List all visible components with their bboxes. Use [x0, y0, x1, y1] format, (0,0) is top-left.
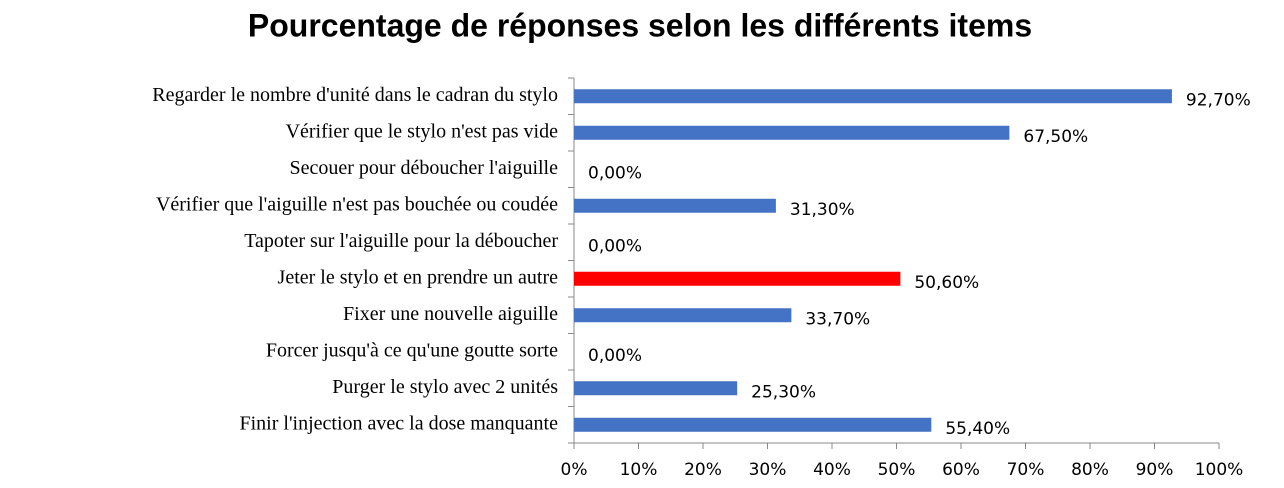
y-tick-label: Fixer une nouvelle aiguille	[343, 303, 558, 325]
x-tick-label: 90%	[1136, 460, 1174, 480]
value-label: 50,60%	[914, 273, 979, 293]
bar	[574, 125, 1010, 140]
value-label: 0,00%	[588, 163, 642, 183]
x-tick-label: 40%	[813, 460, 851, 480]
value-label: 0,00%	[588, 236, 642, 256]
x-tick-label: 0%	[561, 460, 588, 480]
x-tick-label: 100%	[1195, 460, 1244, 480]
x-tick-label: 10%	[620, 460, 658, 480]
x-tick-label: 20%	[684, 460, 722, 480]
y-tick-label: Purger le stylo avec 2 unités	[332, 376, 558, 398]
value-label: 92,70%	[1186, 90, 1251, 110]
chart-title: Pourcentage de réponses selon les différ…	[248, 7, 1032, 43]
y-tick-label: Finir l'injection avec la dose manquante	[239, 412, 558, 434]
x-tick-label: 70%	[1007, 460, 1045, 480]
bar	[574, 381, 738, 396]
value-label: 33,70%	[805, 309, 870, 329]
y-tick-label: Secouer pour déboucher l'aiguille	[289, 157, 558, 179]
y-tick-label: Jeter le stylo et en prendre un autre	[278, 266, 559, 288]
value-label: 55,40%	[945, 419, 1010, 439]
bar	[574, 417, 932, 432]
x-tick-label: 30%	[749, 460, 787, 480]
bar	[574, 308, 792, 323]
y-tick-label: Tapoter sur l'aiguille pour la déboucher	[244, 230, 558, 252]
x-tick-label: 60%	[942, 460, 980, 480]
value-label: 25,30%	[751, 382, 816, 402]
value-label: 67,50%	[1023, 127, 1088, 147]
x-tick-label: 50%	[878, 460, 916, 480]
x-tick-label: 80%	[1071, 460, 1109, 480]
value-label: 0,00%	[588, 346, 642, 366]
bar	[574, 198, 776, 213]
bar	[574, 271, 901, 286]
y-tick-label: Regarder le nombre d'unité dans le cadra…	[152, 84, 558, 106]
y-tick-label: Vérifier que le stylo n'est pas vide	[286, 120, 559, 142]
y-tick-label: Vérifier que l'aiguille n'est pas bouché…	[156, 193, 558, 215]
value-label: 31,30%	[790, 200, 855, 220]
y-tick-label: Forcer jusqu'à ce qu'une goutte sorte	[266, 339, 558, 361]
bar	[574, 89, 1172, 104]
